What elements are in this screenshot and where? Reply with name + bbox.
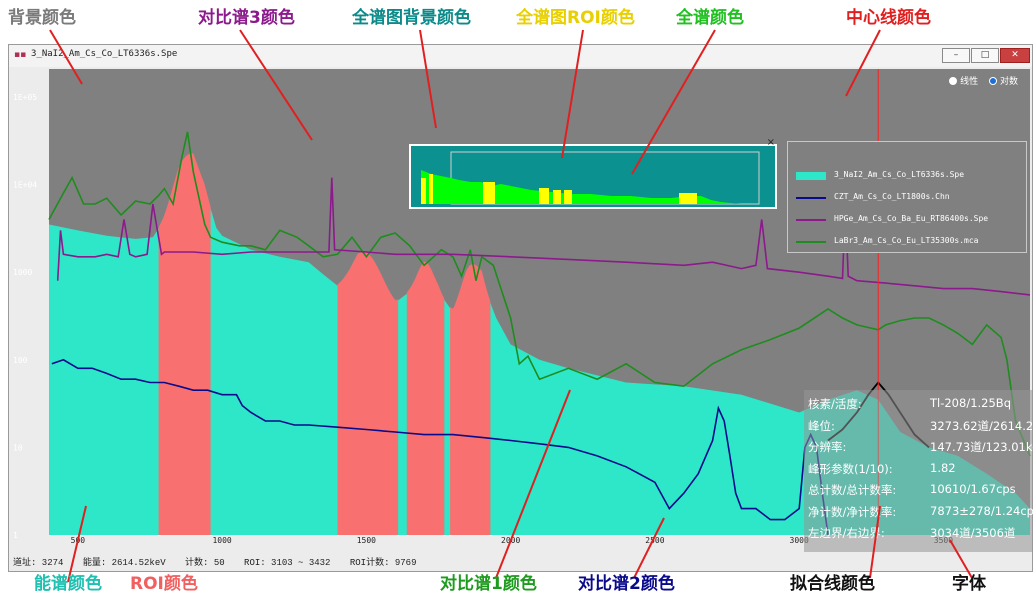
x-tick-label: 2500 — [645, 536, 664, 545]
info-value: 3034道/3506道 — [930, 526, 1016, 540]
minimap-roi — [421, 178, 426, 204]
x-tick-label: 1000 — [212, 536, 231, 545]
legend-item: LaBr3_Am_Cs_Co_Eu_LT35300s.mca — [788, 236, 1026, 248]
legend-swatch — [796, 197, 826, 199]
callout-font: 字体 — [952, 574, 986, 594]
legend: 3_NaI2_Am_Cs_Co_LT6336s.Spe CZT_Am_Cs_Co_… — [787, 141, 1027, 253]
info-key: 总计数/总计数率: — [808, 483, 897, 497]
info-key: 核素/活度: — [808, 397, 862, 411]
roi-region — [337, 251, 399, 535]
y-tick-label: 1000 — [13, 268, 32, 277]
legend-label: 3_NaI2_Am_Cs_Co_LT6336s.Spe — [834, 170, 965, 179]
callout-roi-color: ROI颜色 — [130, 574, 198, 594]
legend-swatch — [796, 172, 826, 180]
log-label: 对数 — [999, 77, 1018, 87]
minimap-roi — [679, 193, 697, 204]
legend-item: 3_NaI2_Am_Cs_Co_LT6336s.Spe — [788, 170, 1026, 182]
minimap-roi — [553, 190, 561, 204]
status-count: 计数: 50 — [185, 558, 225, 568]
maximize-button[interactable]: □ — [971, 48, 999, 63]
info-key: 净计数/净计数率: — [808, 504, 897, 519]
info-value: 1.82 — [930, 460, 956, 475]
callout-spectrum-color: 能谱颜色 — [34, 574, 102, 594]
roi-region — [406, 261, 445, 535]
y-tick-label: 100 — [13, 356, 28, 365]
status-bar: 道址: 3274 能量: 2614.52keV 计数: 50 ROI: 3103… — [9, 555, 1032, 571]
status-roi: ROI: 3103 ~ 3432 — [244, 558, 331, 568]
callout-center-line-color: 中心线颜色 — [846, 8, 931, 28]
legend-swatch — [796, 241, 826, 243]
info-key: 左边界/右边界: — [808, 526, 885, 540]
minimap-close-button[interactable]: × — [766, 137, 775, 148]
overview-minimap[interactable]: × — [409, 137, 777, 209]
info-key: 分辨率: — [808, 440, 847, 454]
status-energy: 能量: 2614.52keV — [82, 558, 166, 568]
app-icon: ▪▪ — [14, 50, 27, 60]
x-tick-label: 1500 — [357, 536, 376, 545]
minimap-roi — [429, 174, 433, 204]
minimize-button[interactable]: – — [942, 48, 970, 63]
peak-info-panel: 核素/活度: Tl-208/1.25Bq 峰位: 3273.62道/2614.20ke… — [804, 390, 1033, 552]
window-title: 3_NaI2_Am_Cs_Co_LT6336s.Spe — [31, 49, 178, 59]
callout-compare2-color: 对比谱2颜色 — [578, 574, 675, 594]
spectrum-area — [49, 171, 1030, 536]
roi-region — [158, 153, 211, 535]
info-value: 3273.62道/2614.20keV — [930, 418, 1033, 433]
x-tick-label: 3000 — [790, 536, 809, 545]
minimap-roi — [539, 188, 549, 204]
series-line — [48, 131, 1031, 457]
info-key: 峰形参数(1/10): — [808, 461, 893, 476]
legend-item: CZT_Am_Cs_Co_LT1800s.Chn — [788, 192, 1026, 204]
scale-selector: 线性 对数 — [949, 74, 1026, 87]
legend-swatch — [796, 219, 826, 221]
legend-label: LaBr3_Am_Cs_Co_Eu_LT35300s.mca — [834, 236, 979, 245]
y-tick-label: 1E+04 — [13, 181, 37, 190]
legend-item: HPGe_Am_Cs_Co_Ba_Eu_RT86400s.Spe — [788, 214, 1026, 226]
minimap-spectrum — [421, 170, 741, 204]
info-key: 峰位: — [808, 418, 835, 433]
series-line — [51, 358, 829, 536]
callout-compare3-color: 对比谱3颜色 — [198, 8, 295, 28]
close-button[interactable]: ✕ — [1000, 48, 1030, 63]
status-address: 道址: 3274 — [13, 558, 64, 568]
info-value: 147.73道/123.01keV — [930, 440, 1033, 454]
roi-region — [450, 264, 491, 535]
minimap-roi — [564, 190, 572, 204]
y-tick-label: 1E+05 — [13, 93, 37, 102]
minimap-svg — [421, 151, 760, 205]
x-tick-label: 500 — [71, 536, 86, 545]
spectrum-window: ▪▪ 3_NaI2_Am_Cs_Co_LT6336s.Spe – □ ✕ 1 10… — [8, 44, 1033, 572]
callout-overview-bg-color: 全谱图背景颜色 — [352, 8, 471, 28]
info-value: 7873±278/1.24cps — [930, 503, 1033, 518]
callout-background-color: 背景颜色 — [8, 8, 76, 28]
linear-label: 线性 — [960, 77, 979, 87]
callout-full-spectrum-color: 全谱颜色 — [676, 8, 744, 28]
callout-overview-roi-color: 全谱图ROI颜色 — [516, 8, 635, 28]
y-tick-label: 1 — [13, 531, 18, 540]
linear-radio[interactable] — [949, 77, 958, 85]
info-value: Tl-208/1.25Bq — [930, 396, 1011, 410]
callout-compare1-color: 对比谱1颜色 — [440, 574, 537, 594]
x-tick-label: 2000 — [501, 536, 520, 545]
info-value: 10610/1.67cps — [930, 482, 1016, 496]
status-roi-count: ROI计数: 9769 — [349, 558, 417, 568]
legend-label: HPGe_Am_Cs_Co_Ba_Eu_RT86400s.Spe — [834, 214, 989, 223]
callout-fit-line-color: 拟合线颜色 — [790, 574, 875, 594]
title-bar: ▪▪ 3_NaI2_Am_Cs_Co_LT6336s.Spe – □ ✕ — [9, 45, 1032, 68]
y-tick-label: 10 — [13, 443, 23, 452]
legend-label: CZT_Am_Cs_Co_LT1800s.Chn — [834, 192, 950, 201]
minimap-roi — [483, 182, 495, 204]
log-radio[interactable] — [988, 77, 997, 85]
